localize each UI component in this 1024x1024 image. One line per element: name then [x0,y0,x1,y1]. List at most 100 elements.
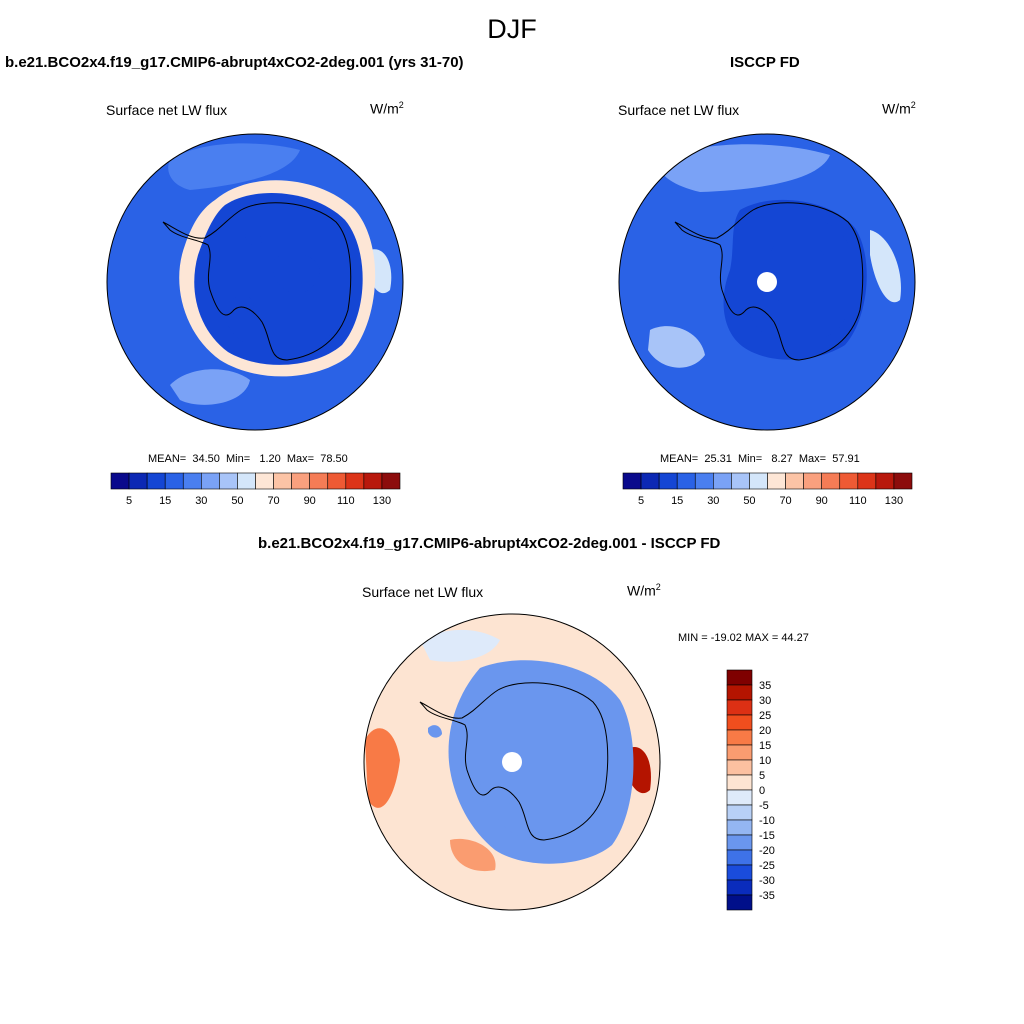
panel2-units: W/m2 [882,100,916,117]
map2-region-low-flux-cell [648,326,705,368]
cb2-swatch [857,472,877,490]
cb2-tick-label: 15 [671,495,683,507]
panel1-units: W/m2 [370,100,404,117]
cb1-swatch [273,472,292,490]
panel1-stats: MEAN= 34.50 Min= 1.20 Max= 78.50 [148,453,348,465]
colorbar3-swatch [726,804,753,821]
cb2-swatch [821,472,841,490]
cb1-tick-label: 130 [373,495,391,507]
colorbar3-swatch [726,894,753,911]
map3-region-east-coast-max [480,779,515,808]
cb1-tick-label: 15 [159,495,171,507]
cb2-swatch [622,472,642,490]
colorbar3-tick-label: 30 [759,695,771,707]
colorbar2: 5 15 30 50 70 90 110 130 [622,472,913,507]
colorbar3-swatch [726,714,753,731]
colorbar3-tick-label: 5 [759,770,765,782]
cb2-swatch [658,472,678,490]
colorbar3-swatch [726,669,753,686]
colorbar3: 35 30 25 20 15 10 5 0 -5 -10 -15 -20 -25 -30 -35 [726,669,775,911]
cb1-swatch [201,472,220,490]
cb2-swatch [875,472,895,490]
map1-region-low-flux-cell [170,369,250,405]
colorbar3-tick-label: 0 [759,785,765,797]
cb2-swatch [713,472,732,490]
cb2-swatch [731,472,750,490]
cb1-swatch [255,472,274,490]
colorbar3-tick-label: -10 [759,815,775,827]
cb1-swatch [291,472,310,490]
cb2-tick-label: 110 [849,495,867,507]
map1-coastline [162,202,352,361]
cb2-swatch [785,472,804,490]
cb1-swatch [128,472,148,490]
colorbar3-swatch [726,819,753,836]
cb2-tick-label: 130 [885,495,903,507]
cb2-swatch [694,472,714,490]
map2-region-plateau-core [769,240,829,310]
cb1-swatch [345,472,365,490]
map3-coastline [419,682,609,841]
colorbar3-swatch [726,699,753,716]
panel3-variable-label: Surface net LW flux [362,584,484,600]
cb2-tick-label: 50 [743,495,755,507]
cb2-tick-label: 5 [638,495,644,507]
map2-pole-missing [757,272,777,292]
colorbar3-tick-label: -5 [759,800,769,812]
cb2-swatch [749,472,768,490]
colorbar3-tick-label: 10 [759,755,771,767]
map1-region-interior-warm-patch [245,232,262,246]
colorbar3-tick-label: -20 [759,845,775,857]
colorbar3-tick-label: 15 [759,740,771,752]
cb2-tick-label: 70 [779,495,791,507]
cb1-swatch [381,472,401,490]
cb1-swatch [146,472,166,490]
map1 [106,133,404,431]
map1-region-low-flux-cell [168,143,300,190]
colorbar3-swatch [726,834,753,851]
cb2-swatch [640,472,660,490]
colorbar3-swatch [726,774,753,791]
panel2-title: ISCCP FD [730,54,800,71]
map3-pole-missing [502,752,522,772]
map2-coastline [674,202,864,361]
cb1-tick-label: 70 [267,495,279,507]
colorbar3-swatch [726,759,753,776]
cb1-tick-label: 90 [304,495,316,507]
panel3-title: b.e21.BCO2x4.f19_g17.CMIP6-abrupt4xCO2-2… [258,535,721,552]
map3-region-slightly-negative [365,728,400,808]
cb1-swatch [363,472,383,490]
cb2-swatch [767,472,786,490]
map2-region-low-flux-cell [659,144,830,192]
cb1-tick-label: 50 [231,495,243,507]
colorbar3-swatch [726,864,753,881]
cb1-tick-label: 30 [195,495,207,507]
cb2-swatch [893,472,913,490]
cb1-swatch [182,472,202,490]
map1-border [106,133,404,431]
colorbar3-swatch [726,789,753,806]
colorbar3-tick-label: 35 [759,680,771,692]
map1-region-interior-warm-patch [272,253,320,294]
colorbar3-swatch [726,879,753,896]
map1-region-interior-warm-patch [232,295,254,313]
colorbar3-tick-label: -35 [759,890,775,902]
panel1-title: b.e21.BCO2x4.f19_g17.CMIP6-abrupt4xCO2-2… [5,54,464,71]
cb1-swatch [327,472,347,490]
colorbar3-tick-label: -15 [759,830,775,842]
map3-border [363,613,661,911]
cb1-tick-label: 5 [126,495,132,507]
cb2-swatch [676,472,696,490]
cb1-swatch [164,472,184,490]
colorbar3-tick-label: -30 [759,875,775,887]
map3-region-slightly-negative [420,629,500,662]
colorbar3-swatch [726,684,753,701]
cb1-swatch [237,472,256,490]
cb1-swatch [309,472,329,490]
panel1-variable-label: Surface net LW flux [106,102,228,118]
map3-region-slightly-negative [450,838,496,872]
cb1-swatch [219,472,238,490]
map1-region-low-flux-cell [369,249,392,294]
map2 [618,133,916,431]
colorbar1: 5 15 30 50 70 90 110 130 [110,472,401,507]
